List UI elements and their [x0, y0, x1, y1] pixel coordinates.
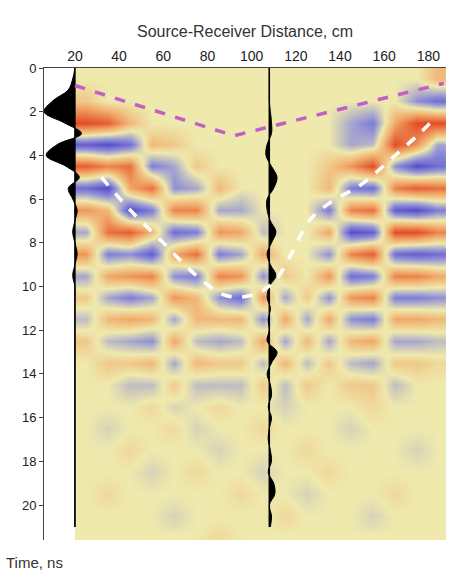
svg-text:0: 0 — [29, 61, 36, 76]
svg-text:Source-Receiver Distance, cm: Source-Receiver Distance, cm — [137, 23, 353, 40]
svg-text:8: 8 — [29, 235, 36, 250]
svg-text:140: 140 — [328, 48, 352, 64]
svg-text:120: 120 — [284, 48, 308, 64]
svg-text:16: 16 — [22, 410, 36, 425]
svg-text:60: 60 — [155, 48, 171, 64]
svg-text:6: 6 — [29, 192, 36, 207]
svg-text:2: 2 — [29, 104, 36, 119]
svg-text:10: 10 — [22, 279, 36, 294]
svg-text:80: 80 — [200, 48, 216, 64]
svg-text:160: 160 — [372, 48, 396, 64]
svg-text:18: 18 — [22, 454, 36, 469]
svg-text:Time, ns: Time, ns — [6, 554, 63, 571]
svg-text:14: 14 — [22, 366, 36, 381]
svg-text:100: 100 — [240, 48, 264, 64]
svg-text:20: 20 — [67, 48, 83, 64]
svg-text:20: 20 — [22, 498, 36, 513]
svg-text:4: 4 — [29, 148, 36, 163]
svg-text:180: 180 — [417, 48, 441, 64]
svg-text:12: 12 — [22, 323, 36, 338]
svg-text:40: 40 — [111, 48, 127, 64]
